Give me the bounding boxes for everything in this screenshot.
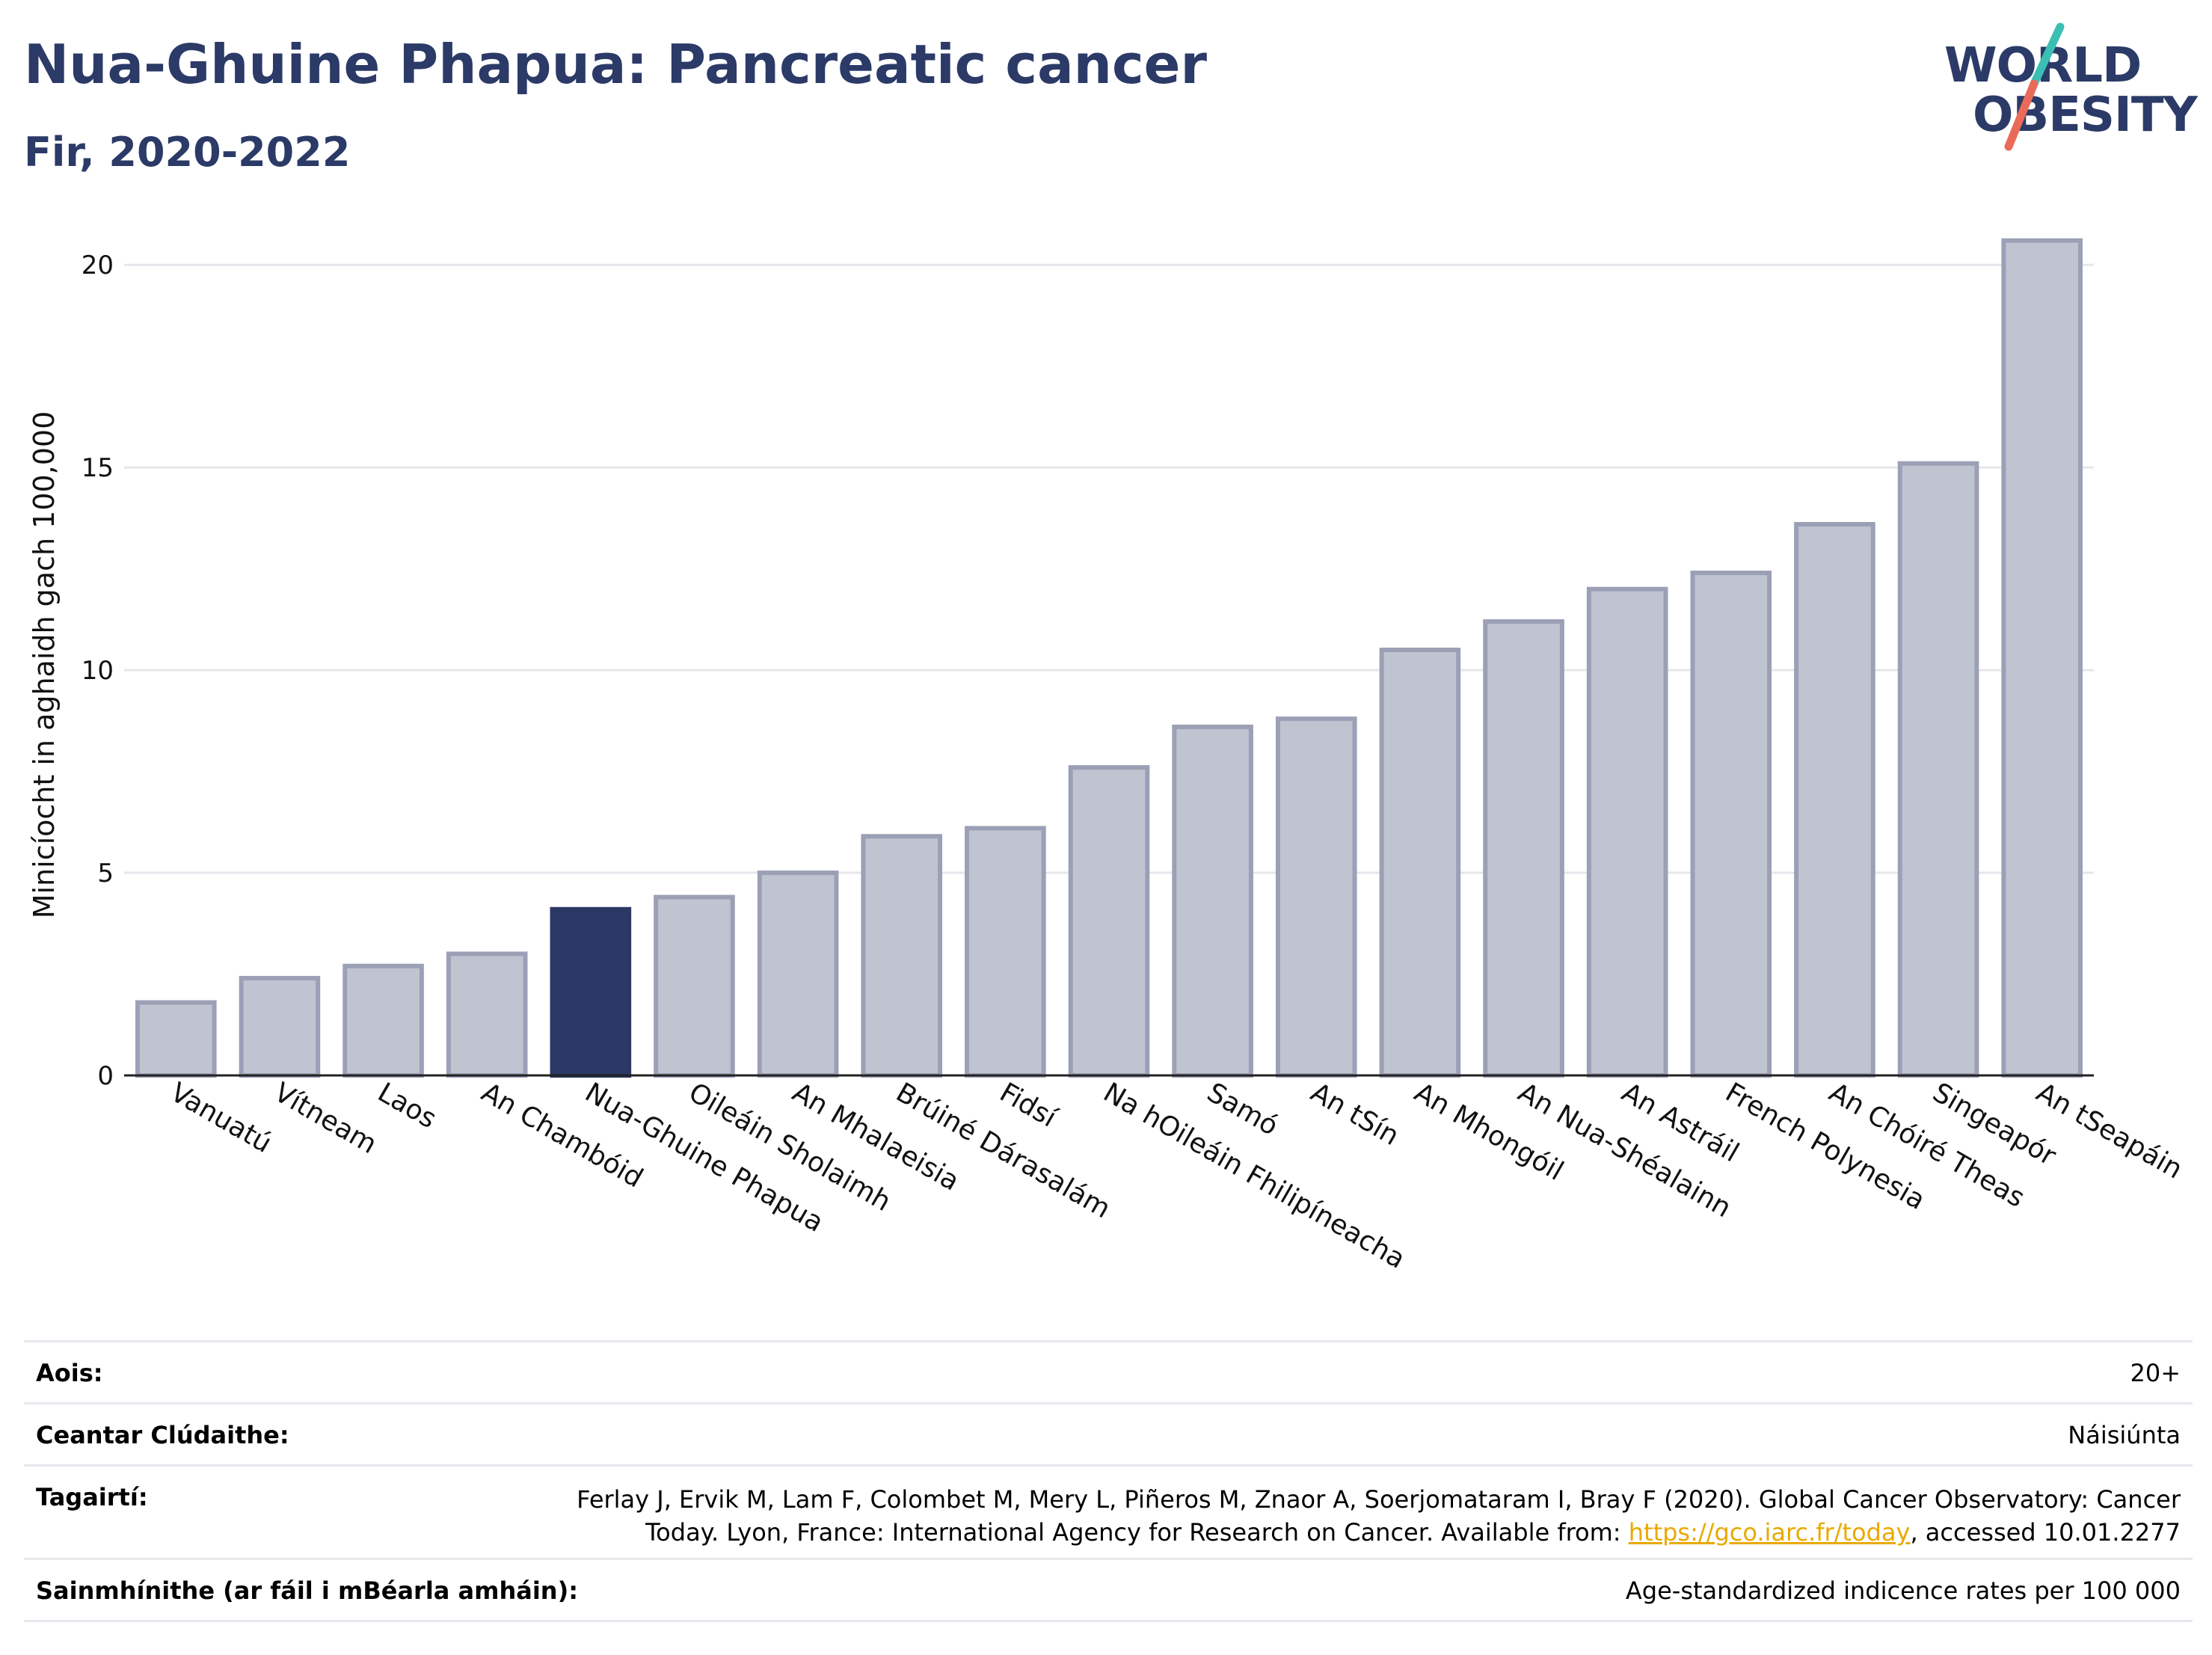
- world-obesity-logo: WORLD OBESITY: [1944, 15, 2199, 157]
- bar: [1068, 765, 1150, 1078]
- bar: [1794, 522, 1875, 1078]
- bar: [1172, 724, 1253, 1078]
- meta-age-label: Aois:: [36, 1359, 103, 1387]
- bar: [1586, 586, 1668, 1078]
- meta-ref-value: Ferlay J, Ervik M, Lam F, Colombet M, Me…: [573, 1483, 2181, 1549]
- meta-age-value: 20+: [2130, 1359, 2181, 1387]
- ref-link[interactable]: https://gco.iarc.fr/today: [1628, 1518, 1911, 1547]
- bar: [446, 951, 528, 1078]
- ref-text: Ferlay J, Ervik M, Lam F, Colombet M, Me…: [577, 1485, 2181, 1547]
- bar: [965, 826, 1046, 1078]
- meta-ref-label: Tagairtí:: [36, 1483, 148, 1511]
- logo-line-2: OBESITY: [1973, 87, 2198, 143]
- x-tick-label: An tSín: [1306, 1077, 1404, 1152]
- meta-row-area: Ceantar Clúdaithe: Náisiúnta: [24, 1404, 2193, 1467]
- meta-row-age: Aois: 20+: [24, 1342, 2193, 1404]
- y-tick-label: 15: [82, 453, 114, 483]
- bar: [342, 963, 424, 1078]
- bar: [135, 1000, 217, 1078]
- meta-def-value: Age-standardized indicence rates per 100…: [1625, 1576, 2181, 1605]
- y-tick-label: 5: [97, 859, 114, 888]
- x-tick-label: Vítneam: [268, 1077, 381, 1160]
- y-tick-label: 20: [82, 251, 114, 280]
- logo-slash-icon: [2004, 22, 2065, 151]
- bar: [1483, 619, 1564, 1078]
- bar: [1379, 648, 1461, 1078]
- bar: [239, 975, 321, 1078]
- x-tick-label: Laos: [372, 1077, 441, 1134]
- bar: [550, 906, 632, 1078]
- bar: [1897, 461, 1979, 1078]
- meta-row-definitions: Sainmhínithe (ar fáil i mBéarla amháin):…: [24, 1560, 2193, 1622]
- y-axis-label: Minicíocht in aghaidh gach 100,000: [28, 411, 61, 919]
- bar: [654, 894, 735, 1078]
- bar: [861, 834, 943, 1078]
- page-title: Nua-Ghuine Phapua: Pancreatic cancer: [24, 33, 1207, 96]
- meta-area-label: Ceantar Clúdaithe:: [36, 1421, 289, 1449]
- ref-suffix: , accessed 10.01.2277: [1910, 1518, 2181, 1547]
- bar: [2001, 238, 2083, 1078]
- metadata-table: Aois: 20+ Ceantar Clúdaithe: Náisiúnta T…: [24, 1340, 2193, 1622]
- x-tick-label: Vanuatú: [165, 1077, 277, 1159]
- page-subtitle: Fir, 2020-2022: [24, 129, 351, 176]
- x-tick-label: Fidsí: [995, 1077, 1062, 1134]
- meta-row-references: Tagairtí: Ferlay J, Ervik M, Lam F, Colo…: [24, 1467, 2193, 1560]
- bar: [1275, 716, 1357, 1078]
- bar: [1690, 571, 1772, 1078]
- y-tick-label: 0: [97, 1061, 114, 1091]
- x-tick-label: Samó: [1202, 1077, 1283, 1142]
- y-tick-label: 10: [82, 656, 114, 686]
- bar: [757, 871, 839, 1078]
- meta-area-value: Náisiúnta: [2068, 1421, 2181, 1449]
- meta-def-label: Sainmhínithe (ar fáil i mBéarla amháin):: [36, 1576, 578, 1605]
- x-tick-label: An tSeapáin: [2031, 1077, 2187, 1185]
